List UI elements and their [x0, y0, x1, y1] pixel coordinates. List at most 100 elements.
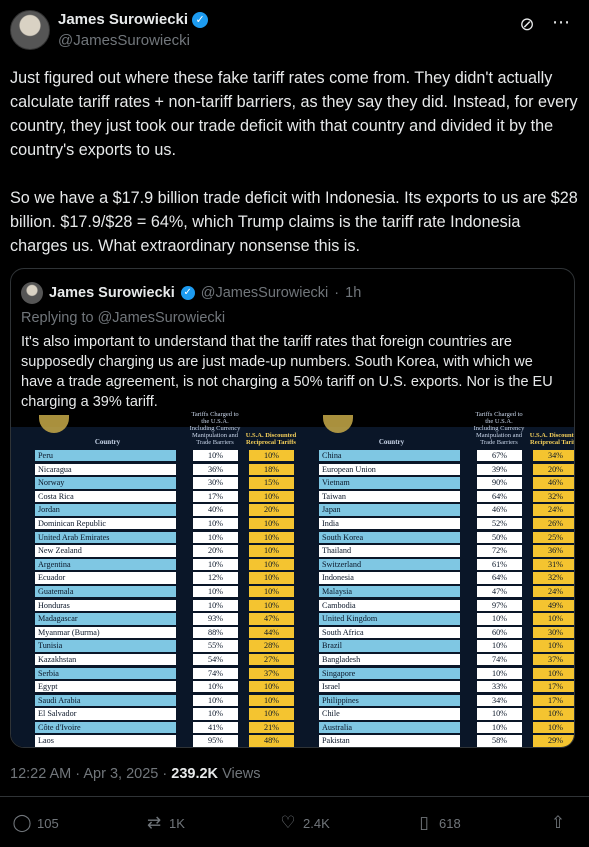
grok-icon[interactable]: ⊘	[519, 14, 535, 34]
bookmark-button[interactable]: ▯ 618	[414, 810, 460, 836]
recip-cell: 10%	[249, 531, 294, 543]
replying-to: Replying to @JamesSurowiecki	[21, 310, 226, 326]
table-row: Japan 46% 24%	[319, 503, 574, 517]
rate-cell: 72%	[477, 545, 522, 557]
author-handle[interactable]: @JamesSurowiecki	[58, 32, 190, 49]
rate-cell: 74%	[477, 653, 522, 666]
rate-cell: 10%	[477, 708, 522, 720]
avatar[interactable]	[10, 10, 50, 50]
table-row: Indonesia 64% 32%	[319, 571, 574, 585]
recip-cell: 32%	[533, 572, 574, 584]
table-row: Myanmar (Burma) 88% 44%	[35, 626, 297, 640]
table-row: Costa Rica 17% 10%	[35, 490, 297, 504]
recip-cell: 10%	[249, 585, 294, 598]
table-row: South Korea 50% 25%	[319, 531, 574, 545]
bookmark-icon: ▯	[419, 813, 429, 832]
date[interactable]: Apr 3, 2025	[83, 766, 159, 782]
table-rows: Peru 10% 10% Nicaragua 36% 18% Norway 30% 15% Cos…	[35, 449, 297, 747]
table-row: Chile 10% 10%	[319, 707, 574, 721]
country-cell: Cambodia	[319, 599, 460, 611]
rate-cell: 10%	[193, 694, 238, 707]
like-button[interactable]: ♡ 2.4K	[278, 810, 329, 836]
country-cell: United Kingdom	[319, 613, 460, 625]
seal-icon	[39, 415, 69, 433]
country-cell: Singapore	[319, 667, 460, 679]
repost-button[interactable]: ⇄ 1K	[144, 810, 185, 836]
quote-avatar	[21, 282, 43, 304]
rate-cell: 10%	[477, 640, 522, 652]
quoted-tweet[interactable]: James Surowiecki ✓ @JamesSurowiecki · 1h…	[10, 268, 575, 748]
recip-cell: 24%	[533, 585, 574, 598]
reply-button[interactable]: ◯ 105	[12, 810, 58, 836]
recip-cell: 37%	[249, 667, 294, 679]
recip-cell: 21%	[249, 721, 294, 734]
table-header: Country Tariffs Charged to the U.S.A. In…	[35, 411, 297, 449]
more-options-icon[interactable]: ⋯	[552, 12, 570, 32]
country-cell: South Africa	[319, 626, 460, 639]
tariff-table-image[interactable]: Country Tariffs Charged to the U.S.A. In…	[11, 411, 574, 747]
recip-cell: 10%	[249, 599, 294, 611]
header-country: Country	[378, 438, 405, 446]
rate-cell: 10%	[193, 517, 238, 530]
rate-cell: 97%	[477, 599, 522, 611]
rate-cell: 12%	[193, 572, 238, 584]
table-row: Switzerland 61% 31%	[319, 558, 574, 572]
recip-cell: 10%	[533, 708, 574, 720]
country-cell: European Union	[319, 463, 460, 475]
tweet-body: Just figured out where these fake tariff…	[10, 66, 580, 282]
header-rate: Tariffs Charged to the U.S.A. Including …	[473, 411, 525, 446]
table-row: Taiwan 64% 32%	[319, 490, 574, 504]
rate-cell: 10%	[477, 613, 522, 625]
rate-cell: 64%	[477, 490, 522, 503]
table-row: European Union 39% 20%	[319, 463, 574, 477]
country-cell: Brazil	[319, 640, 460, 652]
table-row: Bangladesh 74% 37%	[319, 653, 574, 667]
action-bar: ◯ 105 ⇄ 1K ♡ 2.4K ▯ 618 ⇧	[10, 810, 579, 836]
rate-cell: 41%	[193, 721, 238, 734]
time[interactable]: 12:22 AM	[10, 766, 72, 782]
recip-cell: 10%	[249, 450, 294, 462]
quote-separator: ·	[334, 285, 340, 301]
recip-cell: 10%	[249, 708, 294, 720]
rate-cell: 61%	[477, 558, 522, 571]
country-cell: Israel	[319, 681, 460, 693]
repost-count: 1K	[169, 815, 185, 831]
rate-cell: 47%	[477, 585, 522, 598]
table-row: Vietnam 90% 46%	[319, 476, 574, 490]
rate-cell: 10%	[193, 681, 238, 693]
recip-cell: 30%	[533, 626, 574, 639]
country-cell: Philippines	[319, 694, 460, 707]
table-row: New Zealand 20% 10%	[35, 544, 297, 558]
country-cell: Myanmar (Burma)	[35, 626, 176, 639]
verified-badge-icon: ✓	[180, 286, 195, 300]
table-row: Philippines 34% 17%	[319, 694, 574, 708]
share-button[interactable]: ⇧	[548, 810, 568, 836]
author-name[interactable]: James Surowiecki ✓	[58, 11, 209, 28]
verified-badge-icon: ✓	[192, 11, 209, 28]
rate-cell: 46%	[477, 504, 522, 516]
rate-cell: 10%	[193, 450, 238, 462]
recip-cell: 44%	[249, 626, 294, 639]
table-row: Saudi Arabia 10% 10%	[35, 694, 297, 708]
table-row: Tunisia 55% 28%	[35, 639, 297, 653]
recip-cell: 29%	[533, 735, 574, 747]
rate-cell: 10%	[477, 721, 522, 734]
table-row: United Arab Emirates 10% 10%	[35, 531, 297, 545]
country-cell: South Korea	[319, 531, 460, 543]
separator: ·	[162, 766, 168, 782]
country-cell: Malaysia	[319, 585, 460, 598]
reply-icon: ◯	[12, 813, 32, 832]
rate-cell: 20%	[193, 545, 238, 557]
country-cell: Egypt	[35, 681, 176, 693]
country-cell: Guatemala	[35, 585, 176, 598]
recip-cell: 10%	[249, 545, 294, 557]
views-label: Views	[222, 766, 261, 782]
author-name-text[interactable]: James Surowiecki	[58, 11, 189, 28]
rate-cell: 36%	[193, 463, 238, 475]
recip-cell: 25%	[533, 531, 574, 543]
rate-cell: 64%	[477, 572, 522, 584]
rate-cell: 50%	[477, 531, 522, 543]
recip-cell: 10%	[249, 572, 294, 584]
recip-cell: 17%	[533, 681, 574, 693]
header-rate: Tariffs Charged to the U.S.A. Including …	[189, 411, 241, 446]
